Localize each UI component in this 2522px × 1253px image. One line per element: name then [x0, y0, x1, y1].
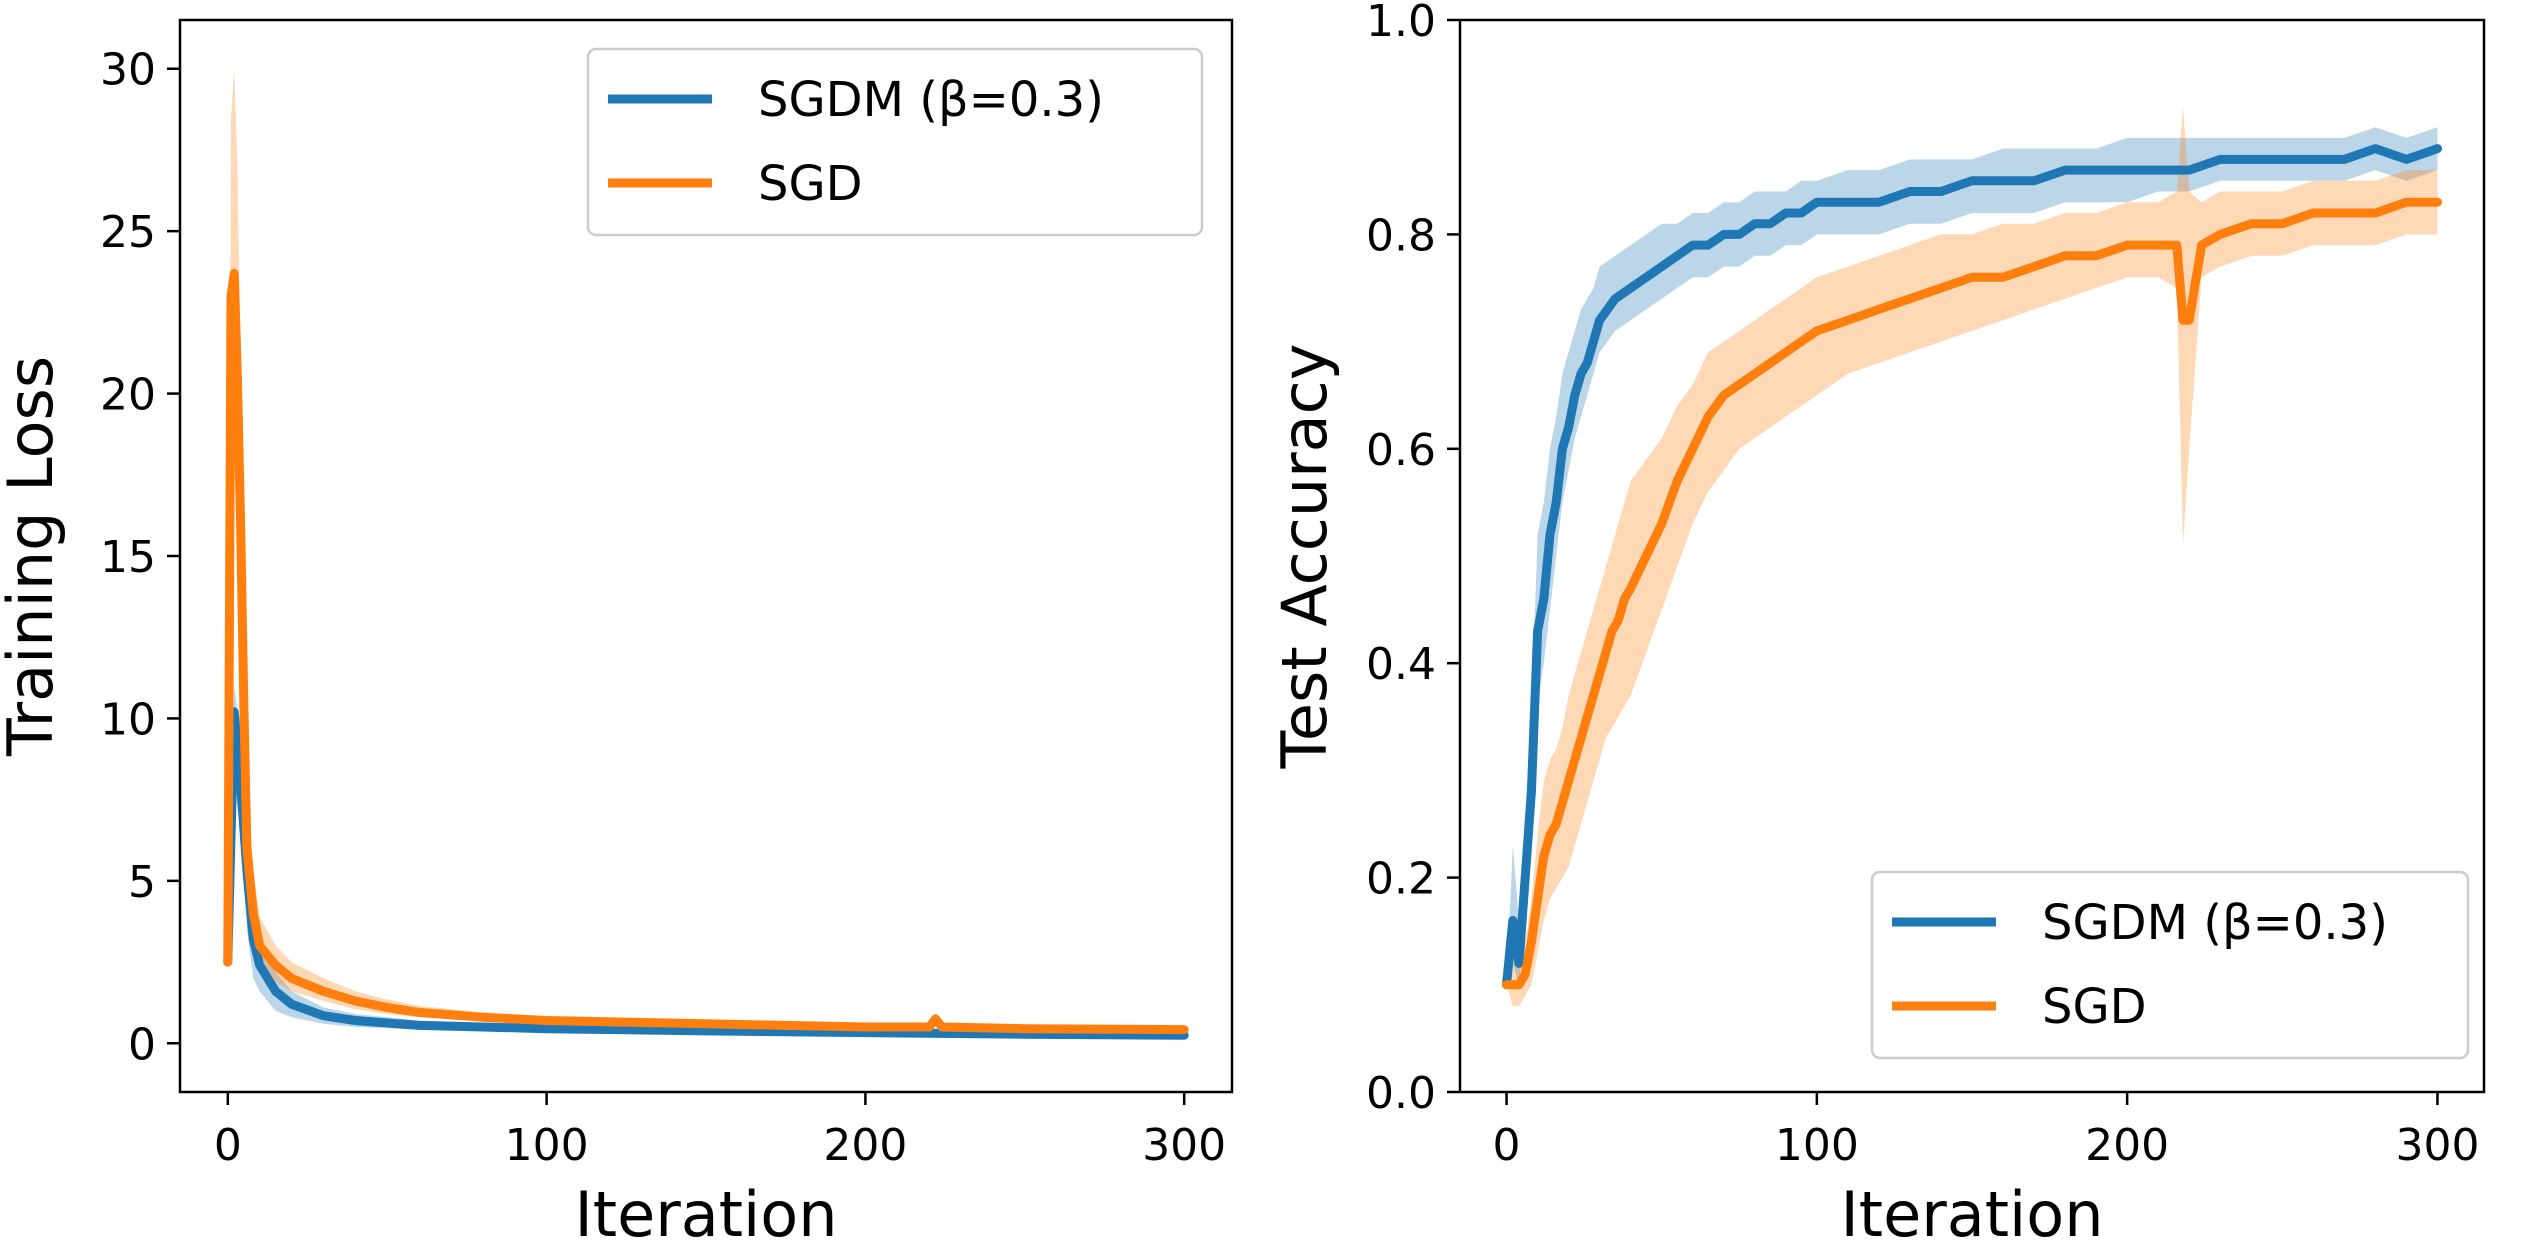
- plot-frame: [1458, 18, 2486, 1094]
- legend: SGDM (β=0.3) SGD: [1870, 870, 2470, 1060]
- y-tick-label: 20: [100, 370, 156, 421]
- legend-label-0: SGDM (β=0.3): [2042, 895, 2388, 951]
- y-tick-label: 10: [100, 694, 156, 745]
- y-tick-label: 0.4: [1366, 639, 1436, 690]
- x-tick-label: 200: [823, 1120, 907, 1171]
- y-tick-label: 0.0: [1366, 1068, 1436, 1119]
- series-0-confidence-band: [227, 685, 1185, 1037]
- y-tick-label: 5: [128, 857, 156, 908]
- legend-label-0: SGDM (β=0.3): [758, 72, 1104, 128]
- x-tick-label: 200: [2085, 1120, 2169, 1171]
- legend-label-1: SGD: [758, 156, 863, 212]
- series-1-line: [1502, 197, 2442, 990]
- x-tick-label: 100: [1775, 1120, 1859, 1171]
- y-axis-label: Training Loss: [0, 356, 67, 757]
- series-1-line: [223, 268, 1189, 1035]
- series-1-confidence-band: [1506, 105, 2438, 1007]
- x-tick-label: 300: [2395, 1120, 2479, 1171]
- legend-box: [1870, 870, 2470, 1060]
- legend-label-1: SGD: [2042, 979, 2147, 1035]
- y-tick-label: 25: [100, 207, 156, 258]
- legend: SGDM (β=0.3) SGD: [586, 47, 1204, 237]
- x-tick-label: 0: [214, 1120, 242, 1171]
- y-tick-label: 0.2: [1366, 854, 1436, 905]
- legend-box: [586, 47, 1204, 237]
- x-tick-label: 300: [1142, 1120, 1226, 1171]
- x-tick-label: 0: [1493, 1120, 1521, 1171]
- x-axis-label: Iteration: [575, 1178, 838, 1251]
- y-tick-label: 1.0: [1366, 0, 1436, 47]
- y-tick-label: 0: [128, 1019, 156, 1070]
- y-tick-label: 30: [100, 45, 156, 96]
- training-loss-panel: 0 100 200 300 0 5 10 15 20 25 30 Iteration Training …: [0, 18, 1234, 1251]
- x-axis-label: Iteration: [1841, 1178, 2104, 1251]
- y-tick-label: 0.8: [1366, 210, 1436, 261]
- y-axis-label: Test Accuracy: [1268, 344, 1341, 770]
- test-accuracy-panel: 0 100 200 300 0.0 0.2 0.4 0.6 0.8 1.0 Iteration Tes…: [1268, 0, 2486, 1251]
- series-0-line: [223, 707, 1189, 1040]
- y-tick-label: 15: [100, 532, 156, 583]
- y-tick-label: 0.6: [1366, 425, 1436, 476]
- series-0-line: [1502, 144, 2442, 990]
- x-tick-label: 100: [505, 1120, 589, 1171]
